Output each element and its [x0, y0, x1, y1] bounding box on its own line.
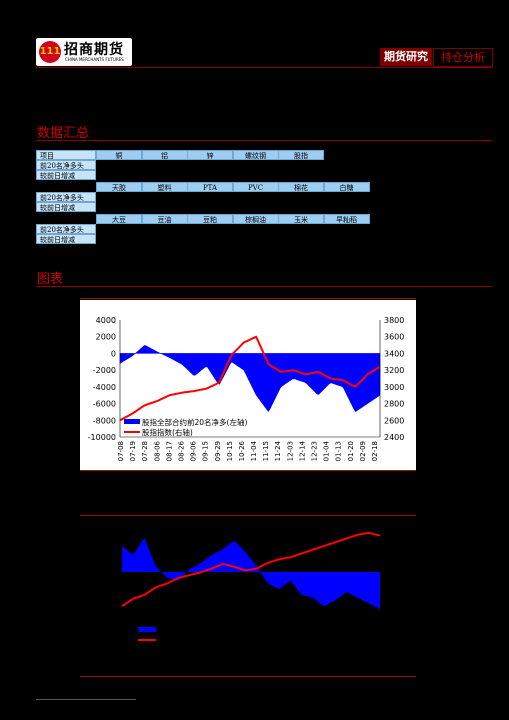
table-row-label-change: 较前日增减 [36, 234, 96, 244]
legend-label-index: 股指指数(右轴) [142, 427, 193, 437]
right-tick-label: 3000 [384, 383, 404, 392]
chart2-bottom-rule [80, 676, 416, 677]
x-tick-label: 10-26 [238, 440, 246, 461]
x-tick-label: 08-26 [177, 440, 185, 461]
x-tick-label: 09-29 [214, 441, 222, 461]
table-header-commodity: 棉花 [278, 182, 324, 192]
right-tick-label: 3600 [384, 333, 404, 342]
chart2-top-rule [80, 515, 416, 516]
right-tick-label: 3200 [384, 366, 404, 375]
table-row-label-change: 较前日增减 [36, 202, 96, 212]
table-header-commodity: 塑料 [141, 182, 188, 192]
table-header-commodity: 豆油 [141, 214, 188, 224]
logo-english-name: CHINA MERCHANTS FUTURES [65, 57, 124, 62]
x-tick-label: 09-06 [190, 440, 198, 461]
series-index-line [119, 335, 381, 422]
x-tick-label: 12-23 [311, 441, 319, 461]
table-header-commodity: 玉米 [278, 214, 324, 224]
x-tick-label: 02-18 [371, 441, 379, 461]
table-header-commodity: 铜 [96, 150, 142, 160]
left-tick-label: -8000 [93, 416, 116, 425]
table-row-label-net-long: 前20名净多头 [36, 160, 96, 170]
stock-index-position-chart: 4000 2000 0 -2000 -4000 -6000 -8000 -10000 3800 3… [80, 300, 416, 470]
second-position-chart [121, 531, 381, 641]
table-row-label-item: 项目 [36, 150, 96, 160]
x-tick-label: 07-19 [129, 441, 137, 461]
chart1-bottom-rule [80, 470, 416, 471]
tab-position-analysis[interactable]: 持仓分析 [433, 48, 493, 67]
right-tick-label: 2600 [384, 416, 404, 425]
table-header-commodity: 螺纹钢 [232, 150, 279, 160]
table-header-commodity: PTA [187, 182, 233, 192]
x-tick-label: 01-04 [323, 440, 331, 461]
table-header-commodity: 铝 [141, 150, 188, 160]
table-header-commodity: 大豆 [96, 214, 142, 224]
x-tick-label: 02-09 [359, 441, 367, 461]
right-tick-label: 3800 [384, 316, 404, 325]
table-header-commodity: 天胶 [96, 182, 142, 192]
logo-emblem: 111 [39, 41, 61, 63]
table-header-commodity: PVC [232, 182, 279, 192]
table-header-commodity: 白糖 [323, 182, 370, 192]
right-tick-label: 2800 [384, 400, 404, 409]
left-tick-label: -6000 [93, 400, 116, 409]
x-tick-label: 11-24 [274, 440, 282, 461]
left-tick-label: 0 [111, 349, 116, 358]
position-summary-table: 项目铜铝锌螺纹钢 股指 前20名净多头 较前日增减 天胶 塑料 PTA PVC 棉花 白糖 前20名… [0, 0, 509, 260]
x-tick-label: 07-28 [141, 441, 149, 461]
x-tick-label: 12-14 [298, 440, 306, 461]
left-tick-label: 2000 [96, 333, 116, 342]
left-tick-label: -2000 [93, 366, 116, 375]
left-tick-label: 4000 [96, 316, 116, 325]
x-tick-label: 11-15 [262, 441, 270, 461]
table-header-commodity: 锌 [187, 150, 233, 160]
legend-swatch-net-long [124, 419, 140, 424]
table-row-label-net-long: 前20名净多头 [36, 224, 96, 234]
table-header-commodity: 豆粕 [187, 214, 233, 224]
left-tick-label: -4000 [93, 383, 116, 392]
section-divider [36, 286, 492, 287]
header-divider [36, 67, 492, 68]
tab-futures-research[interactable]: 期货研究 [380, 48, 432, 66]
series-line [121, 531, 381, 608]
right-tick-label: 2400 [384, 433, 404, 442]
right-tick-label: 3400 [384, 349, 404, 358]
x-tick-label: 09-15 [202, 441, 210, 461]
table-header-commodity: 股指 [278, 150, 324, 160]
table-row-label-net-long: 前20名净多头 [36, 192, 96, 202]
x-tick-label: 08-06 [153, 440, 161, 461]
legend-swatch-area [138, 627, 156, 632]
legend-label-net-long: 股指全部合约前20名净多(左轴) [142, 417, 247, 427]
table-row-label-change: 较前日增减 [36, 170, 96, 180]
series-area [122, 538, 380, 610]
x-tick-label: 01-13 [335, 441, 343, 461]
footer-divider [36, 699, 136, 700]
left-tick-label: -10000 [88, 433, 116, 442]
logo-chinese-name: 招商期货 [64, 42, 124, 58]
x-tick-label: 08-17 [165, 441, 173, 461]
x-tick-label: 07-08 [117, 441, 125, 461]
chart1-top-rule [80, 298, 416, 299]
x-tick-label: 01-20 [347, 441, 355, 461]
series-net-long-area [119, 345, 381, 413]
section-title-data-summary: 数据汇总 [37, 126, 90, 141]
x-tick-label: 12-03 [286, 441, 294, 461]
table-header-commodity: 早籼稻 [323, 214, 370, 224]
section-divider [36, 140, 492, 141]
x-tick-label: 11-04 [250, 440, 258, 461]
table-header-commodity: 棕榈油 [232, 214, 279, 224]
company-logo: 111 招商期货 CHINA MERCHANTS FUTURES [36, 38, 132, 66]
section-title-charts: 图表 [37, 272, 64, 287]
x-tick-label: 10-15 [226, 441, 234, 461]
